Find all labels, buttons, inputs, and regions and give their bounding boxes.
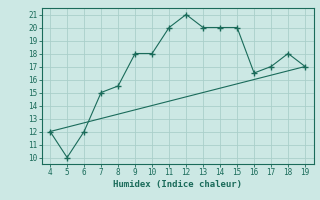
X-axis label: Humidex (Indice chaleur): Humidex (Indice chaleur) xyxy=(113,180,242,189)
